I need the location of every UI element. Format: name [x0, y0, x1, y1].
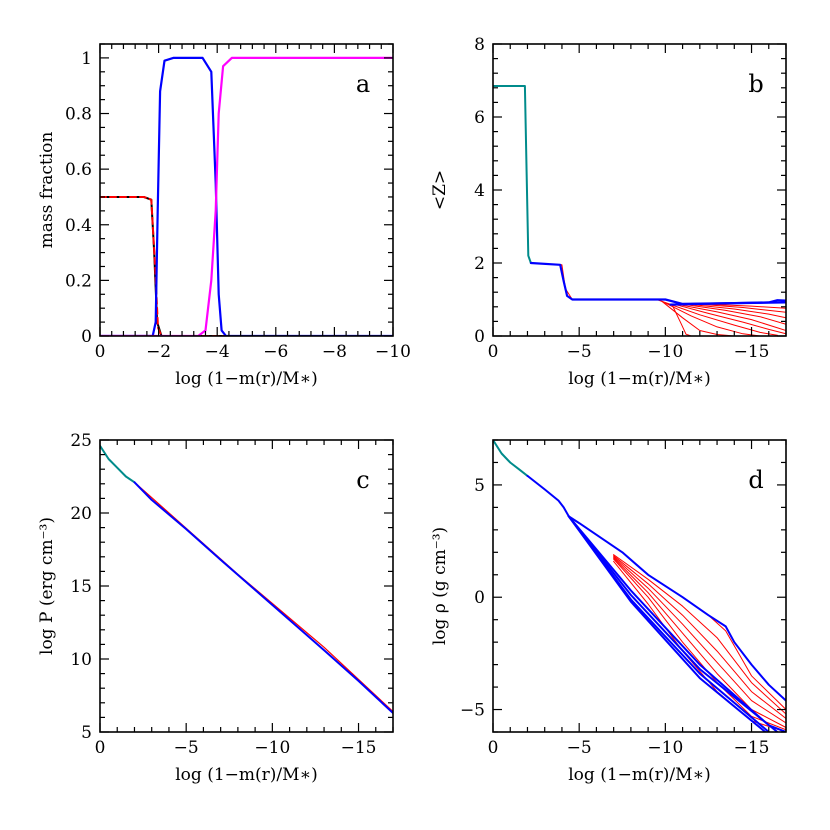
series-red-models-2: [664, 302, 761, 336]
x-tick-label: −5: [174, 738, 199, 758]
x-tick-label: −15: [734, 738, 770, 758]
y-tick-label: 4: [474, 181, 485, 201]
series-blue-models-1: [669, 299, 786, 306]
series-blue-models-4: [567, 515, 767, 732]
series-blue-models-0: [526, 474, 786, 702]
series-red-models-8: [699, 303, 786, 313]
series-red-models-4: [613, 557, 786, 728]
x-tick-label: −8: [322, 342, 347, 362]
x-tick-label: 0: [95, 738, 106, 758]
panel-letter: c: [356, 466, 369, 494]
y-tick-label: 0: [474, 327, 485, 347]
y-tick-label: 0.6: [65, 160, 92, 180]
y-tick-label: 5: [474, 476, 485, 496]
x-tick-label: −5: [567, 342, 592, 362]
plot-area-a: [100, 56, 393, 336]
plot-area-d: [493, 440, 786, 732]
series-red-models-4: [673, 303, 786, 335]
series-red-models-3: [668, 303, 778, 336]
x-axis-label: log (1−m(r)/M∗): [568, 369, 710, 389]
series-blue-models-2: [567, 515, 779, 732]
y-axis-label: log ρ (g cm⁻³): [430, 527, 450, 645]
y-tick-label: 0.2: [65, 271, 92, 291]
plot-area-b: [493, 85, 786, 336]
y-tick-label: 0.8: [65, 105, 92, 125]
y-tick-label: 0: [474, 588, 485, 608]
panel-c: 0 −5 −10 −15 5 10 15 20 25 log (1−m(r)/M∗) log P (…: [37, 431, 394, 785]
y-tick-label: 2: [474, 254, 485, 274]
y-tick-label: 20: [70, 504, 92, 524]
series-red-models-9: [707, 303, 786, 309]
axes-frame-a: [99, 43, 394, 337]
x-axis-label: log (1−m(r)/M∗): [568, 765, 710, 785]
x-tick-label: −10: [254, 738, 290, 758]
y-tick-label: 10: [70, 650, 92, 670]
y-axis-label: <Z>: [430, 170, 450, 210]
y-tick-label: 0.4: [65, 216, 92, 236]
panel-a: 0 −2 −4 −6 −8 −10 0 0.2 0.4 0.6 0.8 1 log (1−m(r)/M∗…: [37, 43, 411, 389]
y-tick-label: 25: [70, 431, 92, 451]
x-tick-label: −10: [375, 342, 411, 362]
y-tick-label: 5: [81, 723, 92, 743]
series-core: [493, 85, 532, 264]
x-tick-label: 0: [95, 342, 106, 362]
series-carbon: [100, 196, 393, 336]
axes-frame-b: [492, 43, 787, 337]
series-red-models-0: [621, 551, 786, 710]
x-tick-label: −10: [647, 342, 683, 362]
series-red-models-3: [613, 556, 786, 724]
plot-area-c: [100, 444, 393, 714]
axes-frame-c: [99, 439, 394, 733]
x-tick-label: −2: [146, 342, 171, 362]
series-helium: [100, 56, 393, 336]
y-tick-label: 6: [474, 108, 485, 128]
panel-letter: b: [748, 70, 763, 98]
x-tick-label: 0: [488, 342, 499, 362]
y-tick-label: 0: [81, 327, 92, 347]
x-tick-label: −15: [341, 738, 377, 758]
x-tick-label: −15: [734, 342, 770, 362]
series-core: [493, 440, 529, 477]
x-tick-label: −6: [263, 342, 288, 362]
series-red-models-2: [613, 555, 786, 719]
series-red-models-6: [685, 304, 786, 325]
series-hydrogen: [100, 56, 393, 336]
x-tick-label: −10: [647, 738, 683, 758]
series-oxygen: [100, 196, 393, 336]
series-red-models-5: [678, 304, 786, 331]
panel-letter: a: [356, 70, 370, 98]
x-tick-label: −4: [205, 342, 230, 362]
series-core: [100, 444, 136, 484]
series-blue-models-0: [529, 261, 786, 305]
panel-b: 0 −5 −10 −15 0 2 4 6 8 log (1−m(r)/M∗) <Z> b: [430, 35, 787, 389]
series-red-models-7: [692, 304, 786, 319]
x-axis-label: log (1−m(r)/M∗): [175, 369, 317, 389]
y-axis-label: log P (erg cm⁻³): [37, 517, 57, 655]
series-blue-models-1: [567, 515, 786, 732]
y-tick-label: −5: [460, 701, 485, 721]
panel-letter: d: [748, 466, 763, 494]
x-axis-label: log (1−m(r)/M∗): [175, 765, 317, 785]
y-axis-label: mass fraction: [37, 132, 57, 249]
y-tick-label: 15: [70, 577, 92, 597]
x-tick-label: 0: [488, 738, 499, 758]
series-blue-models: [133, 481, 393, 714]
y-tick-label: 8: [474, 35, 485, 55]
axes-frame-d: [492, 439, 787, 733]
series-red-models-1: [613, 554, 786, 715]
x-tick-label: −5: [567, 738, 592, 758]
y-tick-label: 1: [81, 49, 92, 69]
series-red-models-1: [661, 300, 735, 336]
series-red-models-5: [613, 558, 786, 731]
